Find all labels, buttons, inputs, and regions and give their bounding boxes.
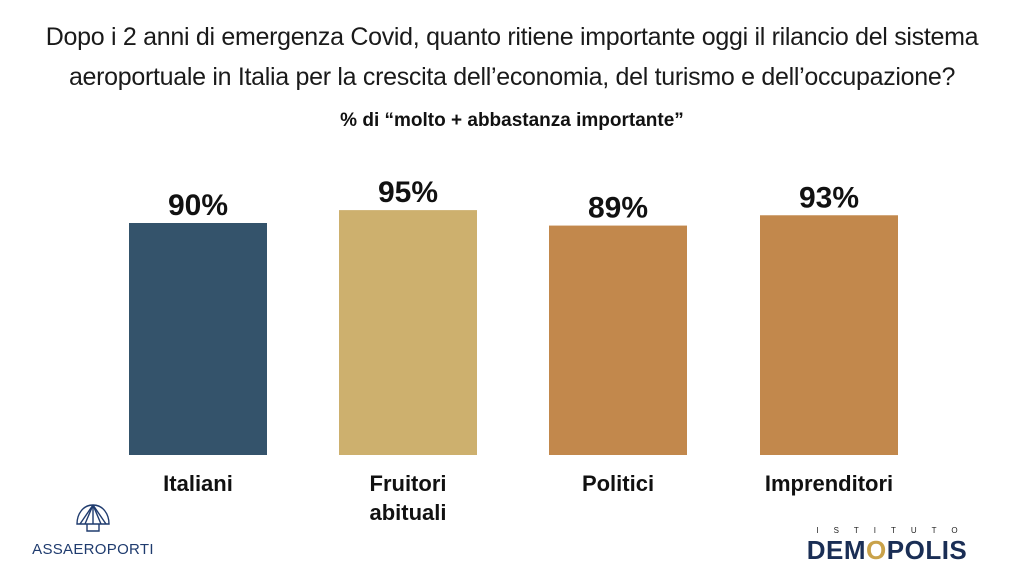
- bar-2: [339, 210, 477, 455]
- category-label-2-line-2: abituali: [369, 500, 446, 525]
- title-line-1: Dopo i 2 anni di emergenza Covid, quanto…: [45, 23, 979, 51]
- demopolis-logo: ISTITUTO DEMOPOLIS: [780, 526, 994, 563]
- bar-4: [760, 215, 898, 455]
- value-label-4: 93%: [799, 181, 859, 214]
- category-label-2-line-1: Fruitori: [370, 471, 447, 496]
- bar-3: [549, 225, 687, 455]
- assaeroporti-logo: ASSAEROPORTI: [28, 502, 158, 558]
- value-label-3: 89%: [588, 192, 648, 225]
- category-label-3: Politici: [582, 471, 654, 496]
- demopolis-logo-small-text: ISTITUTO: [816, 526, 973, 535]
- shell-emblem-icon: [76, 504, 110, 532]
- category-label-4: Imprenditori: [765, 471, 893, 496]
- value-label-1: 90%: [168, 189, 228, 222]
- title-line-2: aeroportuale in Italia per la crescita d…: [68, 63, 956, 91]
- chart-subtitle: % di “molto + abbastanza importante”: [340, 110, 684, 131]
- assaeroporti-logo-text: ASSAEROPORTI: [32, 541, 154, 558]
- category-label-1: Italiani: [163, 471, 233, 496]
- chart-title: Dopo i 2 anni di emergenza Covid, quanto…: [40, 17, 984, 97]
- value-label-2: 95%: [378, 176, 438, 209]
- bar-1: [129, 223, 267, 455]
- demopolis-logo-text: DEMOPOLIS: [806, 535, 968, 565]
